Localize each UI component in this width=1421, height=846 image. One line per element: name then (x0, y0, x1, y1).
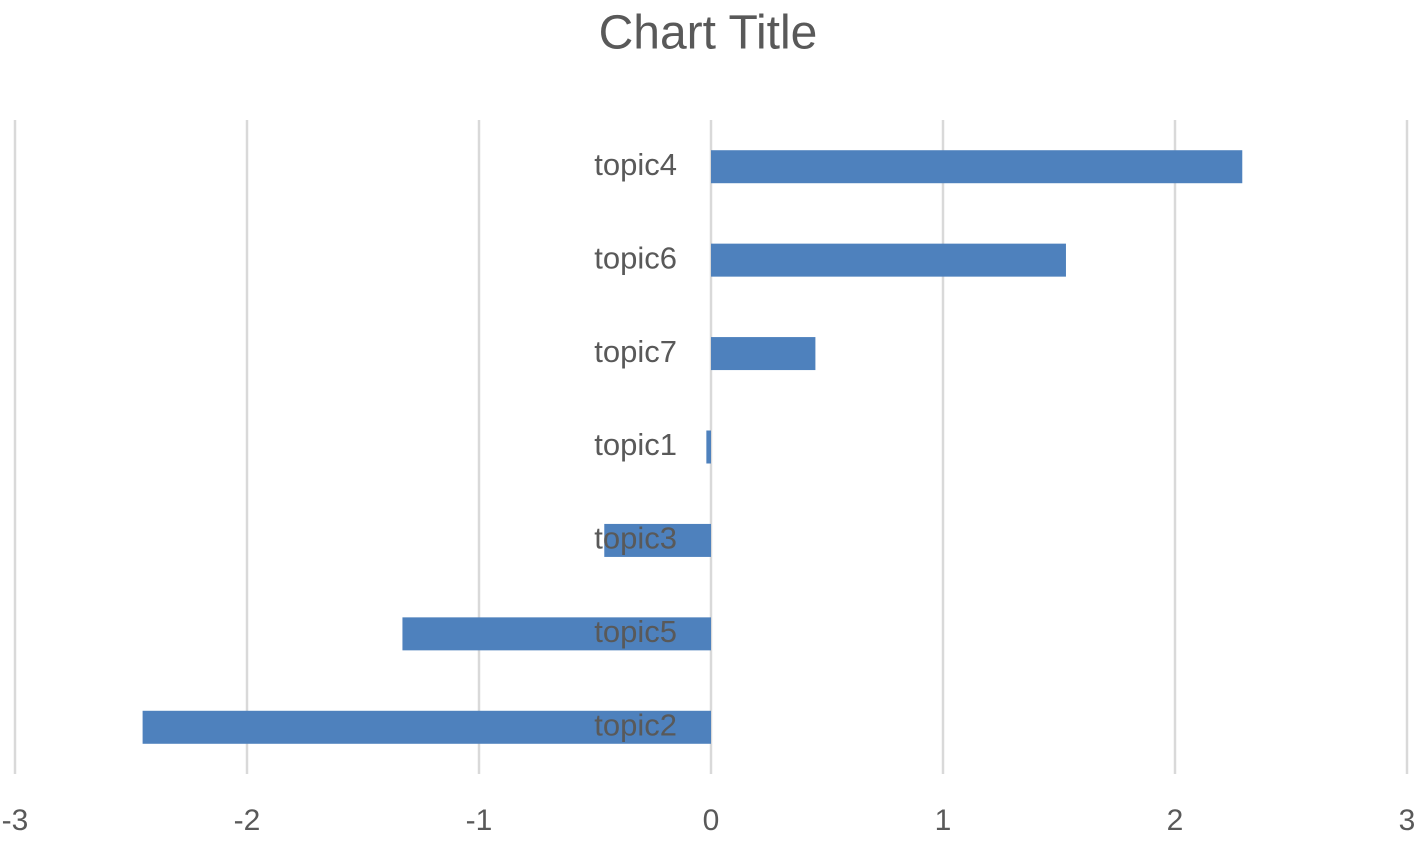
y-tick-label: topic5 (594, 614, 677, 649)
bar (402, 617, 711, 651)
y-tick-label: topic7 (594, 334, 677, 369)
x-tick-label: 2 (1167, 804, 1184, 837)
x-tick-label: 3 (1399, 804, 1416, 837)
y-tick-label: topic6 (594, 240, 677, 275)
x-tick-label: -3 (2, 804, 29, 837)
y-tick-label: topic4 (594, 147, 677, 182)
x-tick-label: 1 (935, 804, 952, 837)
y-tick-label: topic3 (594, 521, 677, 556)
y-tick-label: topic1 (594, 427, 677, 462)
chart-title: Chart Title (599, 7, 818, 60)
y-tick-label: topic2 (594, 707, 677, 742)
bar (706, 430, 711, 464)
x-tick-label: -1 (466, 804, 493, 837)
x-tick-label: 0 (703, 804, 720, 837)
bar (142, 710, 712, 744)
bar (711, 150, 1243, 184)
bar (711, 243, 1066, 277)
x-tick-label: -2 (234, 804, 261, 837)
bar (711, 337, 816, 371)
bar (604, 523, 711, 557)
